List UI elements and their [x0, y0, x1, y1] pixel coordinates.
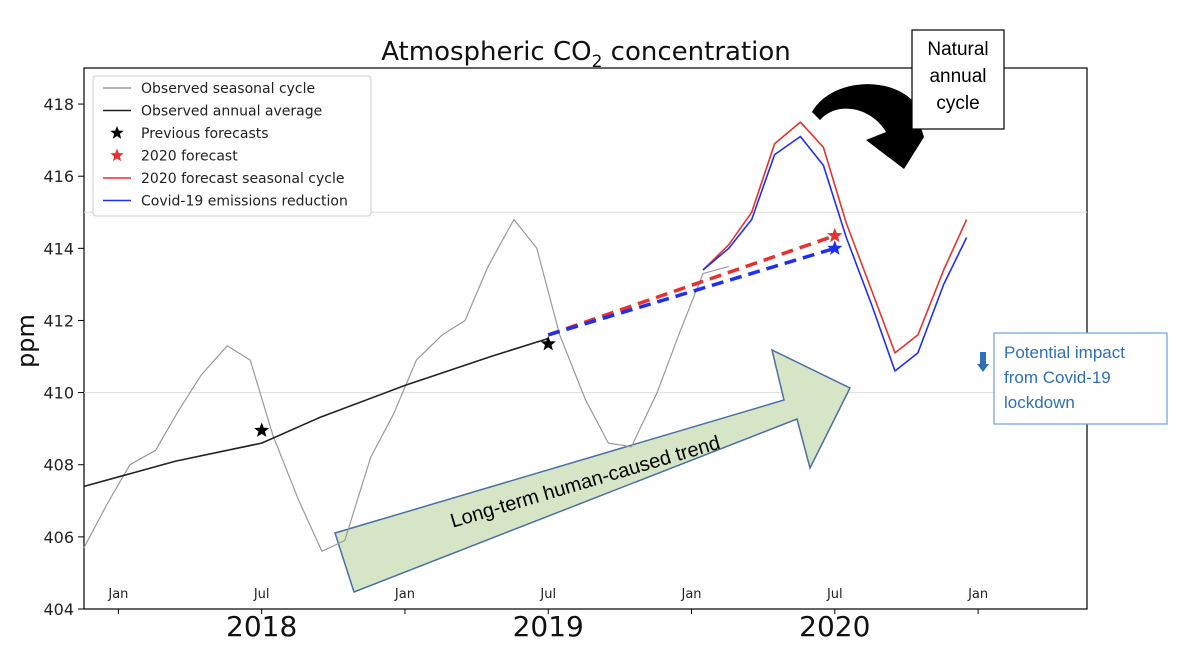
series [83, 121, 968, 552]
y-tick-label: 410 [43, 384, 74, 403]
natural-cycle-annotation: Natural annual cycle [812, 29, 1005, 169]
x-month-label: Jan [681, 587, 702, 602]
previous-forecast-2018-marker [254, 422, 270, 437]
impact-box [993, 332, 1168, 425]
impact-line1: Potential impact [1004, 343, 1125, 362]
legend-label: Observed seasonal cycle [141, 81, 315, 97]
legend-label: 2020 forecast seasonal cycle [141, 171, 344, 187]
impact-line3: lockdown [1004, 393, 1075, 412]
series-observed-annual-average [83, 337, 549, 488]
curved-arrow-icon [812, 84, 924, 169]
legend-star-swatch [110, 126, 124, 139]
x-month-label: Jul [253, 587, 270, 602]
x-year-label: 2018 [226, 610, 297, 643]
y-tick-label: 416 [43, 167, 74, 186]
y-tick-label: 414 [43, 239, 74, 258]
natural-cycle-box [911, 29, 1005, 130]
impact-annotation: Potential impact from Covid-19 lockdown [977, 332, 1168, 425]
series-2020-forecast-seasonal-cycle [702, 121, 968, 354]
series-observed-seasonal-cycle [83, 218, 729, 552]
legend: Observed seasonal cycle Observed annual a… [92, 75, 372, 217]
legend-label: 2020 forecast [141, 149, 238, 165]
previous-forecast-2019-marker [540, 335, 556, 351]
legend-label: Previous forecasts [141, 126, 269, 142]
legend-label: Observed annual average [141, 104, 322, 120]
y-tick-label: 406 [43, 528, 74, 547]
y-tick-label: 404 [43, 600, 74, 619]
legend-label: Covid-19 emissions reduction [141, 194, 348, 210]
x-month-label: Jan [967, 587, 988, 602]
x-month-label: Jan [107, 587, 128, 602]
natural-cycle-line1: Natural [927, 39, 988, 60]
x-month-label: Jul [539, 587, 556, 602]
y-axis-label: ppm [12, 314, 40, 368]
series-covid-19-trend [547, 246, 836, 337]
x-year-label: 2019 [513, 610, 584, 643]
x-year-label: 2020 [799, 610, 870, 643]
covid-forecast-2020-marker [827, 240, 843, 255]
legend-star-swatch [110, 148, 124, 162]
axes: 404 406 408 410 412 414 416 418 Jan Jul Jan Jul Jan J… [43, 95, 988, 643]
y-tick-label: 418 [43, 95, 74, 114]
x-month-label: Jan [394, 587, 415, 602]
down-arrow-icon [977, 352, 989, 372]
y-tick-label: 408 [43, 456, 74, 475]
series-2020-forecast-trend [547, 234, 836, 337]
markers [254, 227, 843, 437]
trend-arrow-shape [334, 348, 852, 593]
forecast-2020-marker [827, 227, 843, 243]
chart-title: Atmospheric CO2 concentration [381, 37, 791, 72]
natural-cycle-line2: annual [929, 66, 986, 87]
y-tick-label: 412 [43, 311, 74, 330]
natural-cycle-line3: cycle [936, 93, 979, 114]
impact-line2: from Covid-19 [1004, 368, 1111, 387]
x-month-label: Jul [826, 587, 843, 602]
series-covid-19-emissions-reduction [702, 135, 968, 372]
legend-box [92, 75, 372, 217]
